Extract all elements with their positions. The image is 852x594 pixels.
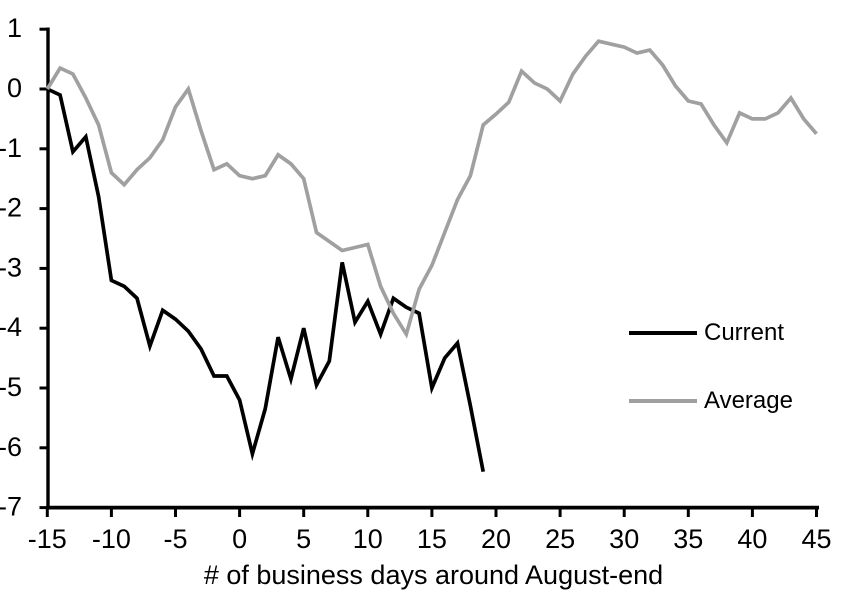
legend-item-average: Average bbox=[629, 387, 793, 415]
x-tick-label: 25 bbox=[545, 524, 575, 554]
x-tick-label: 15 bbox=[417, 524, 447, 554]
average-series-line bbox=[45, 39, 818, 339]
legend-label-current: Current bbox=[704, 319, 785, 346]
x-axis-title: # of business days around August-end bbox=[203, 560, 664, 590]
y-tick-label: -6 bbox=[0, 432, 22, 462]
legend-item-current: Current bbox=[629, 319, 784, 347]
x-tick-label: -10 bbox=[92, 524, 131, 554]
y-tick-label: -7 bbox=[0, 492, 22, 522]
average-line-swatch bbox=[629, 399, 697, 403]
y-tick-label: -5 bbox=[0, 372, 22, 402]
x-tick-label: -5 bbox=[163, 524, 187, 554]
x-tick-label: 45 bbox=[801, 524, 831, 554]
x-tick-label: 20 bbox=[481, 524, 511, 554]
y-tick-label: -3 bbox=[0, 252, 22, 282]
x-tick-label: 10 bbox=[353, 524, 383, 554]
current-series-line bbox=[46, 87, 486, 473]
x-tick-label: 30 bbox=[609, 524, 639, 554]
y-tick-label: -4 bbox=[0, 312, 22, 342]
x-tick-label: 5 bbox=[296, 524, 311, 554]
x-tick-label: -15 bbox=[28, 524, 67, 554]
y-tick-label: -1 bbox=[0, 133, 22, 163]
legend-label-average: Average bbox=[704, 387, 793, 414]
y-tick-label: 1 bbox=[7, 13, 22, 43]
x-tick-label: 40 bbox=[737, 524, 767, 554]
y-tick-label: 0 bbox=[7, 73, 22, 103]
x-tick-label: 35 bbox=[673, 524, 703, 554]
y-tick-label: -2 bbox=[0, 193, 22, 223]
x-tick-label: 0 bbox=[232, 524, 247, 554]
current-line-swatch bbox=[629, 331, 697, 335]
